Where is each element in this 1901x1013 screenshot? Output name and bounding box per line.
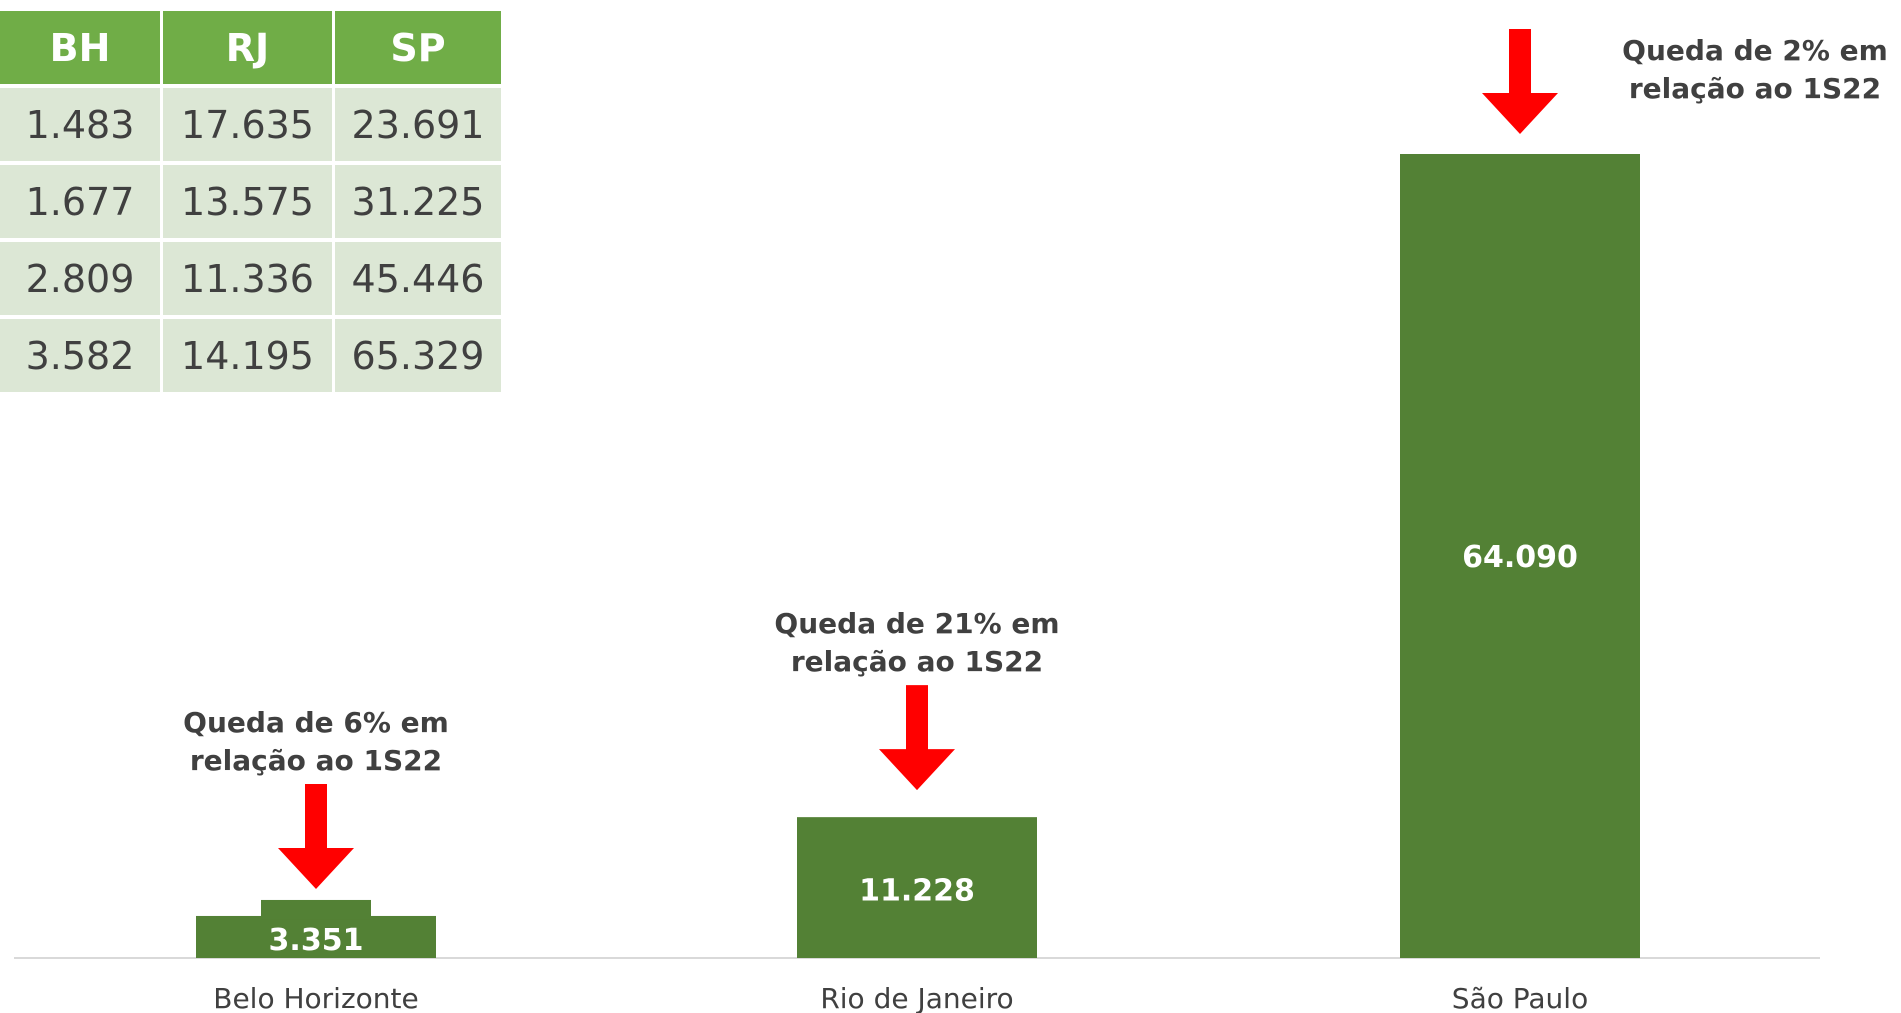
table-cell: 17.635	[161, 84, 335, 163]
annotation-label: Queda de 21% em	[774, 607, 1059, 640]
table-cell: 2.809	[0, 238, 163, 317]
bar	[1400, 154, 1640, 958]
annotation-label: relação ao 1S22	[1629, 72, 1881, 105]
table-row: 2.809 11.336 45.446	[0, 238, 501, 317]
table-header-row: BH RJ SP	[0, 11, 501, 86]
table-header-rj: RJ	[161, 11, 335, 86]
table-row: 1.483 17.635 23.691	[0, 84, 501, 163]
annotation-label: Queda de 6% em	[183, 706, 449, 739]
down-arrow-icon	[278, 783, 354, 889]
table-cell: 13.575	[161, 161, 335, 240]
annotation-label: relação ao 1S22	[190, 744, 442, 777]
table-header-sp: SP	[333, 11, 501, 86]
table-cell: 23.691	[333, 84, 501, 163]
table-cell: 45.446	[333, 238, 501, 317]
data-label-background	[261, 899, 371, 920]
data-label: 64.090	[1462, 540, 1578, 575]
down-arrow-icon	[1482, 29, 1558, 134]
table-header-bh: BH	[0, 11, 163, 86]
x-tick-label: Rio de Janeiro	[820, 982, 1013, 1013]
data-label: 3.351	[269, 923, 364, 958]
bar	[196, 915, 436, 958]
table-row: 1.677 13.575 31.225	[0, 161, 501, 240]
table-row: 3.582 14.195 65.329	[0, 315, 501, 392]
x-tick-label: Belo Horizonte	[213, 982, 419, 1013]
bar	[797, 817, 1037, 958]
table-cell: 14.195	[161, 315, 335, 392]
down-arrow-icon	[879, 685, 955, 791]
table-cell: 65.329	[333, 315, 501, 392]
x-tick-label: São Paulo	[1452, 982, 1588, 1013]
table-cell: 1.483	[0, 84, 163, 163]
table-cell: 11.336	[161, 238, 335, 317]
annotation-label: Queda de 2% em	[1622, 34, 1888, 67]
table-cell: 1.677	[0, 161, 163, 240]
data-table: BH RJ SP 1.483 17.635 23.691 1.677 13.57…	[0, 11, 501, 392]
data-label: 11.228	[859, 874, 975, 909]
table-cell: 31.225	[333, 161, 501, 240]
annotation-label: relação ao 1S22	[791, 645, 1043, 678]
table-cell: 3.582	[0, 315, 163, 392]
